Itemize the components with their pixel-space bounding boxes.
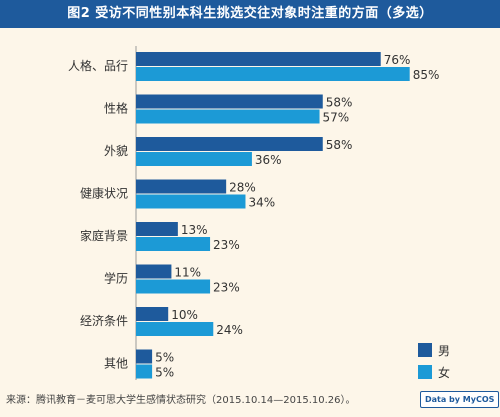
data-label: 58%	[326, 138, 353, 152]
data-label: 11%	[174, 266, 201, 280]
data-label: 76%	[384, 53, 411, 67]
data-label: 24%	[216, 323, 243, 337]
bar-male	[136, 52, 381, 66]
bar-female	[136, 67, 410, 81]
source-note: 来源：腾讯教育－麦可思大学生感情状态研究（2015.10.14—2015.10.…	[6, 395, 356, 406]
bar-female	[136, 322, 214, 336]
bar-female	[136, 364, 153, 379]
category-label: 其他	[104, 357, 128, 371]
bar-male	[136, 349, 153, 364]
category-label: 健康状况	[80, 186, 128, 201]
data-label: 23%	[213, 281, 240, 295]
bar-chart: 人格、品行 76%85%性格 58%57%外貌 58%36%健康状况 28%34%家庭背…	[68, 46, 450, 380]
category-label: 性格	[104, 101, 128, 116]
brand-badge: Data by MyCOS	[420, 391, 500, 408]
bar-male	[136, 94, 323, 109]
data-label: 85%	[413, 68, 440, 82]
legend-label-female: 女	[438, 365, 450, 380]
bar-male	[136, 137, 323, 151]
legend-label-male: 男	[438, 344, 450, 358]
category-label: 学历	[104, 271, 128, 286]
data-label: 58%	[326, 96, 353, 110]
bar-male	[136, 264, 172, 279]
data-label: 5%	[155, 351, 174, 365]
data-label: 5%	[155, 366, 174, 380]
bar-male	[136, 307, 169, 321]
bar-female	[136, 194, 246, 209]
data-label: 36%	[255, 153, 282, 167]
category-label: 家庭背景	[80, 228, 128, 243]
bar-male	[136, 222, 178, 236]
legend-swatch-male	[418, 343, 432, 357]
bar-female	[136, 109, 320, 124]
bar-female	[136, 279, 211, 294]
bar-female	[136, 237, 211, 251]
data-label: 23%	[213, 238, 240, 252]
category-label: 人格、品行	[68, 58, 128, 73]
bar-female	[136, 152, 252, 166]
data-label: 10%	[171, 308, 198, 322]
data-label: 57%	[323, 111, 350, 125]
data-label: 34%	[248, 196, 275, 210]
data-label: 28%	[229, 181, 256, 195]
category-label: 经济条件	[80, 313, 128, 328]
bar-male	[136, 179, 227, 194]
legend-swatch-female	[418, 365, 432, 379]
data-label: 13%	[181, 223, 208, 237]
chart-title: 图2 受访不同性别本科生挑选交往对象时注重的方面（多选）	[0, 0, 500, 28]
category-label: 外貌	[104, 143, 128, 158]
